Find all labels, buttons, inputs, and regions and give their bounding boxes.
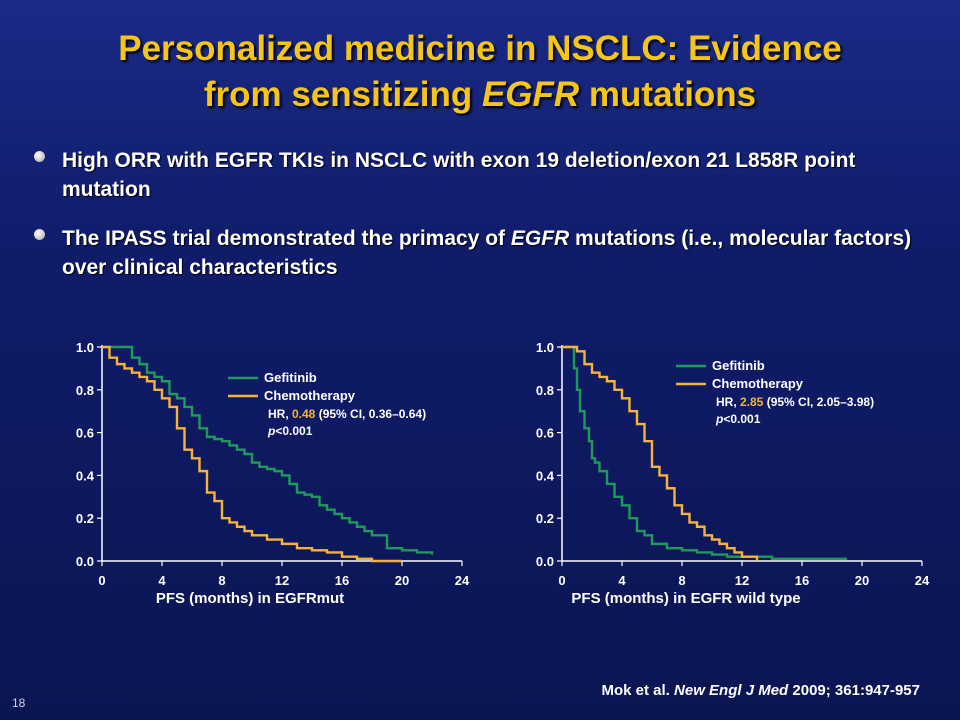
bullet-list: High ORR with EGFR TKIs in NSCLC with ex…: [32, 146, 932, 302]
legend-label: Chemotherapy: [712, 376, 804, 391]
y-tick-label: 1.0: [536, 340, 554, 355]
y-tick-label: 0.2: [76, 511, 94, 526]
x-tick-label: 24: [915, 573, 930, 588]
x-tick-label: 24: [455, 573, 470, 588]
y-tick-label: 0.8: [76, 383, 94, 398]
bullet-text: The IPASS trial demonstrated the primacy…: [62, 224, 932, 282]
bullet-text-em: EGFR: [510, 227, 570, 250]
bullet-text-pre: The IPASS trial demonstrated the primacy…: [62, 227, 511, 250]
citation-details: 2009; 361:947-957: [788, 682, 920, 699]
slide-title: Personalized medicine in NSCLC: Evidence…: [20, 26, 940, 118]
km-chart-egfr-wild-type: 0 4 8 12 16 20 24 0.0 0.2 0.4 0.6 0.8 1.0 PFS (months…: [536, 340, 930, 607]
hazard-ratio-annotation: HR, 2.85 (95% CI, 2.05–3.98): [716, 395, 874, 409]
p-symbol: p: [267, 424, 275, 438]
p-symbol: p: [715, 412, 723, 426]
x-tick-label: 8: [218, 573, 225, 588]
bullet-item: High ORR with EGFR TKIs in NSCLC with ex…: [32, 146, 932, 204]
hr-prefix: HR,: [716, 395, 740, 409]
title-line-2-pre: from sensitizing: [203, 75, 482, 114]
series-line-chemotherapy: [562, 345, 759, 561]
series-line-gefitinib: [102, 345, 434, 555]
y-tick-label: 0.6: [536, 426, 554, 441]
x-tick-label: 20: [855, 573, 869, 588]
bullet-text-post: mutations (i.e., molecular factors) over…: [62, 227, 912, 279]
hr-value: 2.85: [740, 395, 764, 409]
bullet-dot-icon: [34, 151, 45, 162]
p-value-annotation: p<0.001: [715, 412, 761, 426]
bullet-text-pre: High ORR with EGFR TKIs in NSCLC with ex…: [62, 149, 856, 201]
x-tick-label: 4: [618, 573, 626, 588]
x-tick-label: 0: [98, 573, 105, 588]
bullet-text: High ORR with EGFR TKIs in NSCLC with ex…: [62, 146, 932, 204]
hr-ci: (95% CI, 0.36–0.64): [315, 407, 426, 421]
title-line-2-post: mutations: [579, 75, 757, 114]
x-tick-label: 16: [795, 573, 809, 588]
y-tick-label: 0.4: [76, 468, 95, 483]
bullet-item: The IPASS trial demonstrated the primacy…: [32, 224, 932, 282]
title-line-2-em: EGFR: [481, 75, 580, 114]
citation: Mok et al. New Engl J Med 2009; 361:947-…: [602, 682, 921, 699]
hr-value: 0.48: [292, 407, 316, 421]
hazard-ratio-annotation: HR, 0.48 (95% CI, 0.36–0.64): [268, 407, 426, 421]
p-value: <0.001: [723, 412, 760, 426]
p-value: <0.001: [275, 424, 312, 438]
x-axis-title: PFS (months) in EGFR wild type: [571, 590, 800, 607]
y-tick-label: 0.0: [536, 554, 554, 569]
slide-number: 18: [12, 696, 26, 710]
p-value-annotation: p<0.001: [267, 424, 313, 438]
y-tick-label: 0.6: [76, 426, 94, 441]
legend-label: Chemotherapy: [264, 388, 356, 403]
y-tick-label: 1.0: [76, 340, 94, 355]
x-axis-title: PFS (months) in EGFRmut: [156, 590, 344, 607]
y-tick-label: 0.2: [536, 511, 554, 526]
hr-prefix: HR,: [268, 407, 292, 421]
hr-ci: (95% CI, 2.05–3.98): [763, 395, 874, 409]
x-tick-label: 12: [735, 573, 749, 588]
title-line-1: Personalized medicine in NSCLC: Evidence: [118, 29, 842, 68]
series-line-gefitinib: [562, 345, 847, 561]
series-line-chemotherapy: [102, 345, 402, 563]
bullet-dot-icon: [34, 229, 45, 240]
x-tick-label: 4: [158, 573, 166, 588]
x-tick-label: 12: [275, 573, 289, 588]
y-tick-label: 0.0: [76, 554, 94, 569]
legend-label: Gefitinib: [264, 370, 317, 385]
legend-label: Gefitinib: [712, 358, 765, 373]
citation-journal: New Engl J Med: [674, 682, 789, 699]
km-chart-egfr-mutant: 0 4 8 12 16 20 24 0.0 0.2 0.4 0.6 0.8 1.0 PFS (months…: [76, 340, 470, 607]
y-tick-label: 0.4: [536, 468, 555, 483]
x-tick-label: 0: [558, 573, 565, 588]
y-tick-label: 0.8: [536, 383, 554, 398]
citation-authors: Mok et al.: [601, 682, 675, 699]
title-line-2: from sensitizing EGFR mutations: [20, 72, 940, 118]
x-tick-label: 8: [678, 573, 685, 588]
x-tick-label: 20: [395, 573, 409, 588]
x-tick-label: 16: [335, 573, 349, 588]
